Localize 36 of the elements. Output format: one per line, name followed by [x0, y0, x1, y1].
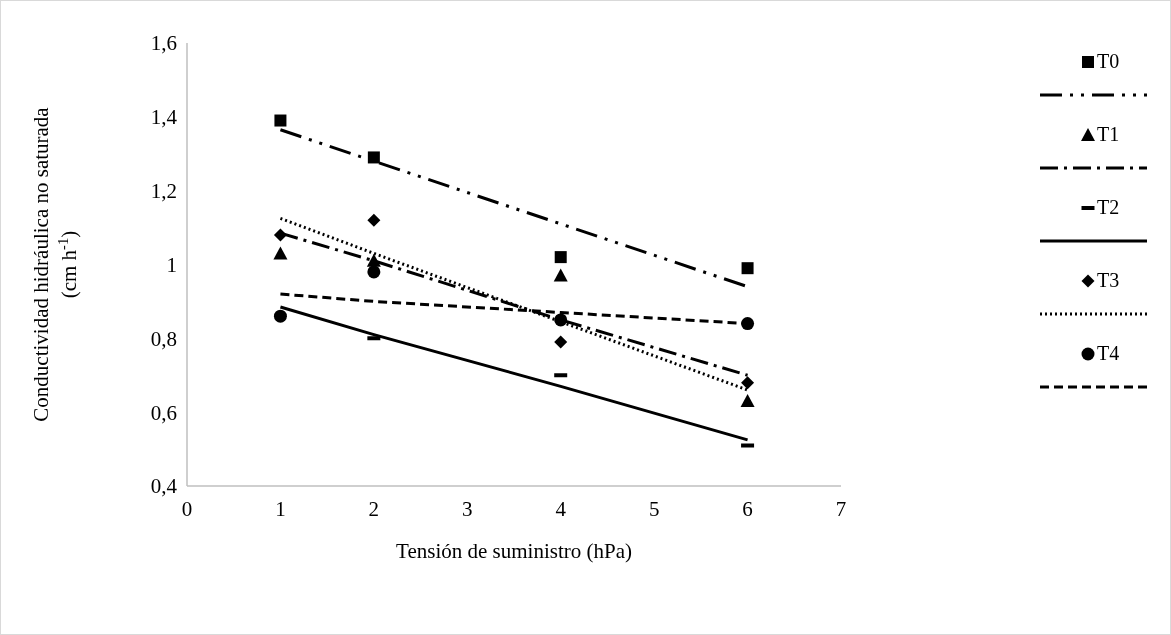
y-tick-label: 0,6	[150, 400, 177, 425]
y-tick-label: 1	[166, 252, 177, 277]
point	[273, 228, 287, 242]
x-tick-label: 0	[181, 497, 193, 521]
point	[554, 251, 567, 264]
line-series	[278, 305, 750, 442]
y-tick-label: 0,4	[150, 474, 178, 499]
x-tick-label: 2	[368, 497, 380, 521]
legend-label: T4	[1097, 342, 1120, 364]
x-tick-label: 3	[462, 497, 473, 521]
point	[367, 265, 381, 279]
point	[740, 394, 755, 408]
point	[273, 246, 288, 260]
point	[554, 313, 568, 327]
point	[741, 376, 755, 390]
y-tick-label: 1,2	[150, 179, 177, 204]
legend-label: T0	[1097, 50, 1120, 72]
point	[274, 114, 287, 127]
point	[367, 213, 381, 227]
legend-label: T2	[1097, 196, 1120, 218]
x-tick-label: 7	[835, 497, 847, 521]
legend-label: T1	[1097, 123, 1120, 145]
point	[741, 262, 754, 275]
y-tick-label: 0,8	[150, 326, 177, 351]
point	[554, 335, 568, 349]
legend-label: T3	[1097, 269, 1120, 291]
x-axis-title: Tensión de suministro (hPa)	[396, 539, 632, 563]
x-tick-label: 4	[555, 497, 567, 521]
x-tick-label: 6	[742, 497, 753, 521]
x-tick-label: 5	[648, 497, 660, 521]
y-tick-label: 1,4	[150, 105, 178, 130]
point	[273, 309, 287, 323]
point	[367, 151, 380, 164]
x-tick-label: 1	[275, 497, 286, 521]
y-tick-label: 1,6	[150, 31, 177, 56]
point	[553, 268, 568, 282]
